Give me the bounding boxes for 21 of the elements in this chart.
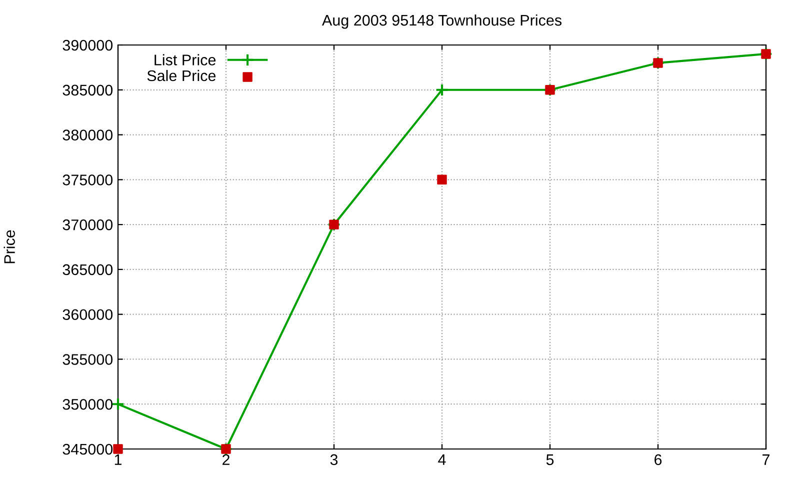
y-tick-label: 380000 [62, 130, 113, 140]
y-tick-label: 360000 [62, 309, 113, 320]
x-tick-label: 3 [330, 454, 338, 466]
x-tick-label: 1 [114, 454, 122, 465]
chart-title: Aug 2003 95148 Townhouse Prices [322, 14, 562, 29]
legend-label: List Price [154, 54, 216, 66]
y-tick-label: 375000 [62, 174, 113, 186]
y-tick-label: 390000 [62, 40, 113, 51]
y-tick-label: 370000 [62, 219, 113, 230]
x-tick-label: 4 [438, 454, 446, 465]
x-tick-label: 6 [654, 454, 662, 466]
y-tick-label: 345000 [62, 444, 113, 455]
x-tick-label: 2 [222, 454, 230, 465]
y-tick-label: 355000 [62, 354, 113, 365]
x-tick-label: 7 [762, 454, 770, 465]
y-tick-label: 365000 [62, 264, 113, 276]
y-tick-label: 385000 [62, 84, 113, 96]
x-tick-label: 5 [546, 454, 554, 466]
y-tick-label: 350000 [62, 398, 113, 410]
legend-label: Sale Price [147, 70, 216, 82]
y-axis-title: Price [4, 230, 15, 264]
